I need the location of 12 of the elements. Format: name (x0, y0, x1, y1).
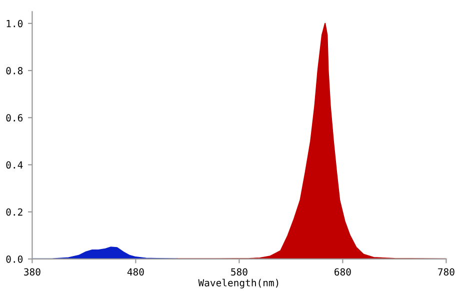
y-tick-label: 0.8 (6, 67, 23, 74)
y-tick-label: 1.0 (6, 20, 23, 28)
x-tick-label: 480 (127, 268, 144, 276)
x-tick-label: 380 (24, 268, 40, 276)
x-tick-label: 780 (438, 268, 454, 276)
x-tick-label: 580 (231, 268, 248, 276)
y-tick-label: 0.2 (6, 208, 22, 216)
y-tick-label: 0.4 (6, 161, 23, 169)
y-tick-label: 0.6 (6, 114, 23, 122)
x-axis-title: Wavelength(nm) (198, 278, 278, 288)
y-tick-label: 0.0 (6, 255, 23, 263)
x-tick-label: 680 (334, 268, 351, 276)
